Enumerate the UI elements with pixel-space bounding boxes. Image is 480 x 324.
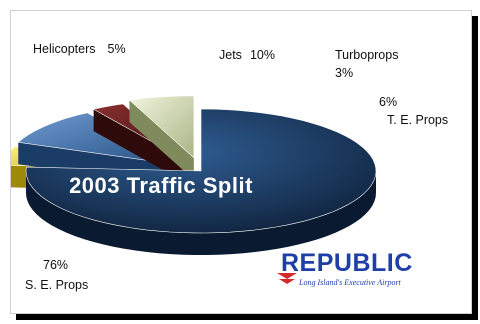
slice-label-turboprops: Turboprops 3%	[335, 48, 398, 80]
chart-title: 2003 Traffic Split	[69, 173, 253, 198]
pie-labels: Helicopters 5% Jets 10% Turboprops 3% 6% T. …	[25, 42, 448, 292]
slice-label-te-props: 6% T. E. Props	[379, 95, 448, 127]
pie-chart: Helicopters 5% Jets 10% Turboprops 3% 6% T. …	[11, 42, 448, 292]
republic-logo: REPUBLIC Long Island's Executive Airport	[277, 249, 413, 287]
slice-side-s-e-props	[26, 171, 376, 255]
svg-text:REPUBLIC: REPUBLIC	[281, 249, 413, 277]
slice-t-e-props	[128, 95, 195, 159]
slice-label-se-props: 76% S. E. Props	[25, 258, 88, 292]
svg-text:Long Island's Executive Airpor: Long Island's Executive Airport	[298, 278, 402, 287]
slice-label-jets: Jets 10%	[219, 48, 275, 62]
chart-frame: Helicopters 5% Jets 10% Turboprops 3% 6% T. …	[10, 10, 472, 314]
wing-icon	[277, 273, 297, 284]
slice-label-helicopters: Helicopters 5%	[33, 42, 126, 56]
pie-slices	[11, 95, 377, 255]
slice-cut-t-e-props-0	[129, 100, 194, 180]
slice-cut-turboprops-0	[93, 109, 188, 184]
slice-s-e-props	[25, 108, 377, 234]
